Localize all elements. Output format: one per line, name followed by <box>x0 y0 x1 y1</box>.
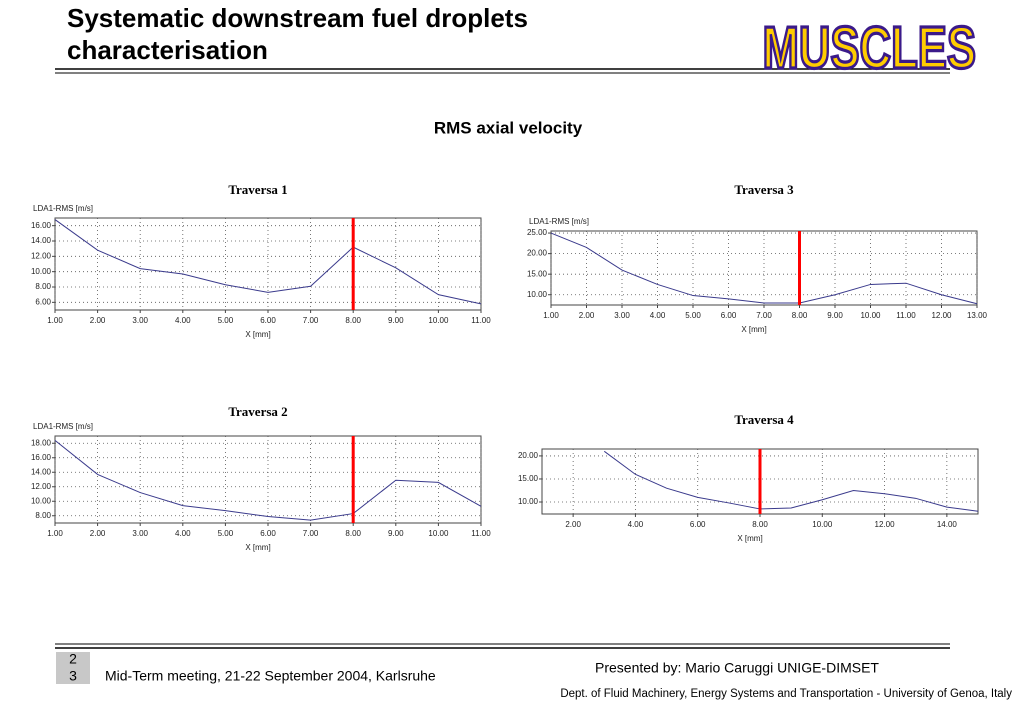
x-tick-label: 14.00 <box>937 520 958 529</box>
chart-title: Traversa 4 <box>734 412 794 427</box>
chart-title: Traversa 2 <box>228 404 287 419</box>
x-tick-label: 4.00 <box>175 529 191 538</box>
x-tick-label: 7.00 <box>303 529 319 538</box>
logo: MUSCLES <box>762 15 976 81</box>
x-axis-label: X [mm] <box>741 325 766 334</box>
chart-title: Traversa 1 <box>228 182 287 197</box>
x-tick-label: 6.00 <box>260 529 276 538</box>
x-tick-label: 5.00 <box>685 311 701 320</box>
page-box <box>56 652 90 684</box>
charts: Traversa 1 6.00 8.00 10.00 12.00 14.00 16.00 1.… <box>31 182 988 552</box>
y-axis-label: LDA1-RMS [m/s] <box>33 422 93 431</box>
x-tick-label: 12.00 <box>875 520 896 529</box>
x-tick-label: 10.00 <box>428 316 449 325</box>
y-tick-label: 12.00 <box>31 482 52 491</box>
data-line <box>54 219 482 305</box>
x-axis-label: X [mm] <box>245 330 270 339</box>
y-tick-label: 10.00 <box>527 290 548 299</box>
y-tick-label: 18.00 <box>31 438 52 447</box>
subtitle: RMS axial velocity <box>434 118 583 137</box>
plot-area <box>54 217 482 311</box>
slide-title: characterisation <box>67 35 268 65</box>
x-tick-label: 1.00 <box>47 316 63 325</box>
y-tick-label: 10.00 <box>518 497 539 506</box>
x-axis-label: X [mm] <box>245 543 270 552</box>
y-tick-label: 8.00 <box>35 511 51 520</box>
x-tick-label: 4.00 <box>628 520 644 529</box>
data-line <box>603 450 979 512</box>
x-tick-label: 6.00 <box>690 520 706 529</box>
x-tick-label: 7.00 <box>303 316 319 325</box>
y-tick-label: 25.00 <box>527 228 548 237</box>
plot-area <box>54 435 482 524</box>
x-tick-label: 9.00 <box>388 316 404 325</box>
data-line <box>550 232 978 305</box>
x-tick-label: 6.00 <box>260 316 276 325</box>
x-tick-label: 8.00 <box>345 529 361 538</box>
y-tick-label: 15.00 <box>518 474 539 483</box>
x-axis-label: X [mm] <box>737 534 762 543</box>
x-tick-label: 9.00 <box>827 311 843 320</box>
y-tick-label: 16.00 <box>31 221 52 230</box>
x-tick-label: 1.00 <box>47 529 63 538</box>
x-tick-label: 8.00 <box>752 520 768 529</box>
y-tick-label: 8.00 <box>35 282 51 291</box>
footer-presenter: Presented by: Mario Caruggi UNIGE-DIMSET <box>595 660 879 676</box>
y-tick-label: 14.00 <box>31 467 52 476</box>
y-axis-label: LDA1-RMS [m/s] <box>529 217 589 226</box>
x-tick-label: 2.00 <box>90 316 106 325</box>
y-tick-label: 15.00 <box>527 269 548 278</box>
x-tick-label: 11.00 <box>471 529 491 538</box>
footer-meeting: Mid-Term meeting, 21-22 September 2004, … <box>105 668 436 684</box>
y-tick-label: 10.00 <box>31 267 52 276</box>
x-tick-label: 8.00 <box>792 311 808 320</box>
x-tick-label: 5.00 <box>218 529 234 538</box>
x-tick-label: 3.00 <box>132 529 148 538</box>
y-tick-label: 16.00 <box>31 453 52 462</box>
x-tick-label: 9.00 <box>388 529 404 538</box>
x-tick-label: 12.00 <box>931 311 952 320</box>
page-number: 3 <box>69 668 77 684</box>
data-line <box>54 439 482 521</box>
x-tick-label: 11.00 <box>471 316 491 325</box>
x-tick-label: 11.00 <box>896 311 916 320</box>
x-tick-label: 3.00 <box>614 311 630 320</box>
x-tick-label: 7.00 <box>756 311 772 320</box>
y-axis-label: LDA1-RMS [m/s] <box>33 204 93 213</box>
footer-dept: Dept. of Fluid Machinery, Energy Systems… <box>560 688 1012 700</box>
y-tick-label: 20.00 <box>518 451 539 460</box>
x-tick-label: 3.00 <box>132 316 148 325</box>
x-tick-label: 2.00 <box>565 520 581 529</box>
x-tick-label: 8.00 <box>345 316 361 325</box>
x-tick-label: 5.00 <box>218 316 234 325</box>
y-tick-label: 12.00 <box>31 251 52 260</box>
x-tick-label: 1.00 <box>543 311 559 320</box>
y-tick-label: 20.00 <box>527 249 548 258</box>
page-number: 2 <box>69 651 77 667</box>
x-tick-label: 4.00 <box>650 311 666 320</box>
x-tick-label: 6.00 <box>721 311 737 320</box>
x-tick-label: 13.00 <box>967 311 988 320</box>
x-tick-label: 4.00 <box>175 316 191 325</box>
y-tick-label: 10.00 <box>31 496 52 505</box>
y-tick-label: 14.00 <box>31 236 52 245</box>
y-tick-label: 6.00 <box>35 297 51 306</box>
x-tick-label: 10.00 <box>812 520 833 529</box>
x-tick-label: 10.00 <box>860 311 881 320</box>
x-tick-label: 2.00 <box>579 311 595 320</box>
x-tick-label: 2.00 <box>90 529 106 538</box>
chart-title: Traversa 3 <box>734 182 794 197</box>
x-tick-label: 10.00 <box>428 529 449 538</box>
slide-title: Systematic downstream fuel droplets <box>67 3 528 33</box>
